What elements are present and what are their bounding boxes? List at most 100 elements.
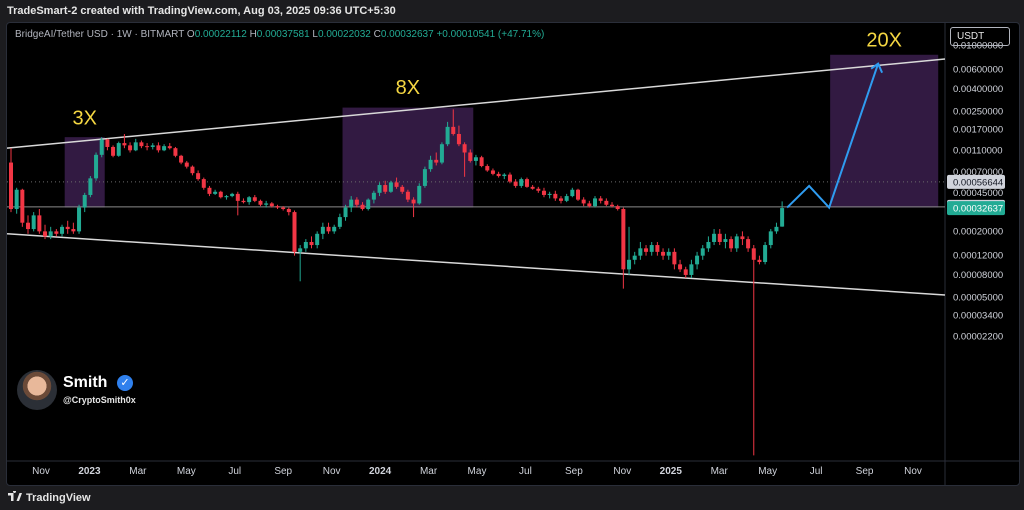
y-tick-label: 0.00110000: [953, 145, 1003, 156]
candle-body: [332, 226, 337, 232]
y-tick-label: 0.00400000: [953, 84, 1003, 95]
tradingview-brand[interactable]: TradingView: [26, 492, 91, 504]
candle-body: [610, 204, 615, 207]
tradingview-logo-icon[interactable]: [8, 491, 22, 503]
candle-body: [717, 233, 722, 242]
candle-body: [99, 139, 104, 155]
annotation-label: 8X: [396, 77, 420, 99]
candle-body: [303, 241, 308, 249]
candle-body: [604, 200, 609, 205]
x-tick-label: Mar: [420, 466, 438, 477]
candle-body: [576, 189, 580, 200]
candle-body: [581, 199, 586, 204]
candle-body: [524, 179, 529, 187]
candle-body: [77, 207, 82, 232]
price-tag-label: 0.00032637: [953, 204, 1003, 215]
candle-body: [672, 251, 677, 265]
low-label: L: [312, 29, 318, 40]
candle-body: [547, 193, 552, 195]
candle-body: [729, 239, 734, 249]
candle-body: [26, 222, 31, 230]
candle-body: [411, 199, 416, 204]
candle-body: [638, 248, 643, 256]
close-value: 0.00032637: [380, 29, 434, 40]
candle-body: [468, 152, 473, 161]
candle-body: [105, 139, 110, 147]
candle-body: [451, 126, 456, 134]
candle-body: [14, 189, 19, 210]
candle-body: [598, 198, 603, 201]
candle-body: [383, 185, 388, 192]
change-value: +0.00010541 (+47.71%): [436, 29, 545, 40]
candle-body: [558, 198, 563, 201]
candle-body: [519, 179, 524, 186]
candle-body: [485, 166, 490, 171]
candle-body: [553, 193, 558, 199]
channel-upper-line: [7, 58, 946, 149]
x-tick-label: Jul: [228, 466, 241, 477]
candle-body: [201, 179, 206, 188]
candle-body: [116, 143, 121, 156]
candle-body: [496, 173, 501, 177]
high-label: H: [249, 29, 257, 40]
candle-body: [343, 207, 348, 218]
y-tick-label: 0.00005000: [953, 292, 1003, 303]
candle-body: [360, 204, 365, 210]
y-tick-label: 0.00170000: [953, 125, 1003, 136]
candle-body: [111, 146, 116, 156]
verified-icon: ✓: [117, 375, 133, 391]
x-tick-label: Sep: [274, 466, 292, 477]
candle-body: [133, 142, 138, 151]
x-tick-label: Nov: [32, 466, 50, 477]
open-value: 0.00022112: [194, 29, 247, 40]
candles-group: [9, 109, 785, 456]
x-tick-label: Sep: [565, 466, 583, 477]
x-tick-label: May: [177, 466, 196, 477]
close-label: C: [373, 29, 381, 40]
price-tag-bg: [947, 174, 1005, 189]
chart-panel[interactable]: 3X 8X 20X 0.01000000 0.00600000 0.00400000 0.0…: [6, 22, 1020, 486]
candle-body: [366, 199, 371, 210]
candle-body: [150, 145, 155, 147]
candle-body: [757, 259, 762, 263]
candle-body: [751, 248, 756, 260]
header-bar: TradeSmart-2 created with TradingView.co…: [0, 0, 1024, 22]
candle-body: [780, 208, 785, 227]
candle-body: [723, 239, 728, 242]
candle-body: [632, 255, 637, 260]
candle-body: [683, 269, 688, 275]
candle-body: [88, 178, 93, 195]
candle-body: [128, 145, 133, 151]
candle-body: [371, 192, 376, 200]
candle-body: [320, 226, 325, 234]
y-tick-label: 0.00002200: [953, 331, 1003, 342]
candle-body: [20, 189, 25, 223]
candle-body: [740, 236, 745, 240]
candle-body: [655, 245, 660, 252]
candle-body: [258, 200, 263, 205]
candle-body: [570, 189, 575, 197]
candle-body: [456, 133, 461, 145]
currency-button[interactable]: USDT: [950, 27, 1010, 46]
x-tick-label: 2024: [369, 466, 392, 477]
candle-body: [661, 251, 666, 256]
candle-body: [428, 159, 433, 170]
candle-body: [145, 146, 150, 148]
candle-body: [400, 186, 405, 192]
x-tick-label: 2023: [78, 466, 101, 477]
y-tick-label: 0.00003400: [953, 311, 1003, 322]
candle-body: [649, 245, 654, 252]
candle-body: [48, 231, 53, 237]
candle-body: [213, 191, 218, 194]
candle-body: [167, 146, 172, 149]
candle-body: [587, 203, 592, 207]
candle-body: [513, 181, 518, 186]
x-tick-label: May: [758, 466, 777, 477]
x-tick-label: May: [468, 466, 487, 477]
high-value: 0.00037581: [256, 29, 310, 40]
candle-body: [479, 157, 484, 167]
candle-body: [230, 193, 235, 197]
candle-body: [349, 199, 354, 208]
footer-bar: TradingView: [0, 486, 1024, 510]
